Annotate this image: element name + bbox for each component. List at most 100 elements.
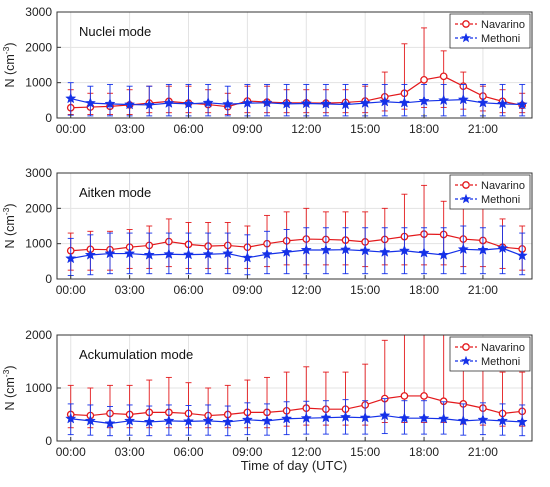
x-tick-label: 06:00	[173, 445, 203, 459]
x-tick-label: 03:00	[115, 445, 145, 459]
legend-label: Navarino	[481, 342, 525, 354]
legend-label: Navarino	[481, 19, 525, 31]
panel-title: Aitken mode	[79, 185, 151, 200]
data-point	[418, 412, 430, 423]
data-layer	[65, 335, 528, 437]
x-tick-label: 12:00	[291, 445, 321, 459]
legend-marker	[462, 181, 470, 189]
data-point	[457, 414, 469, 426]
legend-marker	[462, 343, 470, 351]
data-point	[339, 243, 352, 255]
legend-box	[449, 13, 531, 49]
data-point	[104, 97, 116, 109]
data-point	[84, 249, 96, 260]
data-point	[496, 242, 509, 254]
data-layer	[65, 27, 528, 117]
y-tick-label: 1000	[25, 381, 52, 395]
data-point	[379, 246, 391, 257]
data-point	[457, 243, 469, 255]
y-axis-label: N (cm-3)	[1, 42, 17, 87]
data-point	[261, 248, 273, 260]
data-point	[124, 414, 136, 426]
data-point	[124, 247, 136, 259]
y-axis-label: N (cm-3)	[1, 203, 17, 248]
x-tick-label: 18:00	[409, 283, 439, 297]
data-point	[438, 249, 450, 260]
x-tick-label: 18:00	[409, 445, 439, 459]
data-point	[516, 416, 528, 427]
data-point	[163, 414, 175, 426]
data-point	[379, 95, 391, 107]
legend-marker	[462, 20, 470, 28]
x-tick-label: 21:00	[468, 122, 498, 136]
x-tick-label: 15:00	[350, 122, 380, 136]
data-point	[222, 247, 234, 259]
x-tick-label: 09:00	[232, 122, 262, 136]
x-tick-label: 03:00	[115, 122, 145, 136]
data-point	[241, 251, 254, 263]
data-point	[163, 97, 175, 108]
data-point	[163, 248, 175, 260]
x-tick-label: 09:00	[232, 283, 262, 297]
data-point	[379, 409, 391, 421]
data-point	[261, 414, 273, 426]
x-tick-label: 21:00	[468, 283, 498, 297]
data-point	[300, 97, 312, 109]
data-point	[143, 416, 155, 427]
data-point	[124, 98, 136, 110]
data-point	[202, 414, 214, 426]
data-point	[420, 75, 428, 84]
axes-frame	[56, 172, 533, 280]
data-point	[84, 414, 96, 426]
panel-aitken-mode: 00:00 03:00 06:00 09:00 12:00 15:00 18:00 21:00…	[1, 166, 533, 297]
data-point	[241, 413, 254, 425]
y-tick-label: 1000	[25, 76, 52, 90]
x-tick-label: 00:00	[56, 445, 86, 459]
legend-label: Navarino	[481, 180, 525, 192]
y-tick-label: 2000	[25, 201, 52, 215]
data-point	[457, 93, 469, 105]
y-tick-label: 0	[45, 272, 52, 286]
x-tick-label: 00:00	[56, 283, 86, 297]
data-point	[496, 414, 509, 426]
y-tick-label: 0	[45, 111, 52, 125]
y-tick-label: 2000	[25, 328, 52, 342]
data-point	[261, 96, 273, 108]
data-point	[420, 392, 428, 400]
data-point	[516, 98, 528, 110]
legend-label: Methoni	[481, 356, 520, 368]
x-tick-label: 03:00	[115, 283, 145, 297]
data-point	[202, 248, 214, 260]
data-point	[359, 411, 371, 423]
panel-title: Nuclei mode	[79, 24, 151, 39]
data-point	[202, 96, 214, 108]
data-point	[418, 246, 430, 258]
x-tick-label: 15:00	[350, 283, 380, 297]
x-tick-label: 06:00	[173, 122, 203, 136]
panel-ackumulation-mode: 00:00 03:00 06:00 09:00 12:00 15:00 18:00 21:00…	[1, 328, 533, 459]
data-point	[281, 412, 293, 424]
data-point	[143, 99, 155, 110]
legend-label: Methoni	[481, 33, 520, 45]
legend-marker	[461, 355, 471, 366]
data-point	[359, 244, 371, 256]
data-point	[438, 94, 450, 106]
data-point	[339, 98, 352, 110]
data-point	[320, 411, 332, 423]
data-point	[320, 244, 332, 255]
x-axis-label: Time of day (UTC)	[241, 458, 347, 473]
legend-box	[449, 336, 531, 372]
x-tick-label: 12:00	[291, 122, 321, 136]
y-axis-label: N (cm-3)	[1, 365, 17, 410]
data-point	[222, 416, 234, 427]
data-point	[398, 96, 411, 108]
data-point	[300, 412, 312, 423]
data-point	[65, 252, 77, 264]
data-point	[143, 249, 155, 260]
data-point	[398, 244, 411, 256]
data-point	[222, 98, 234, 110]
data-point	[182, 415, 195, 427]
data-point	[281, 97, 293, 109]
